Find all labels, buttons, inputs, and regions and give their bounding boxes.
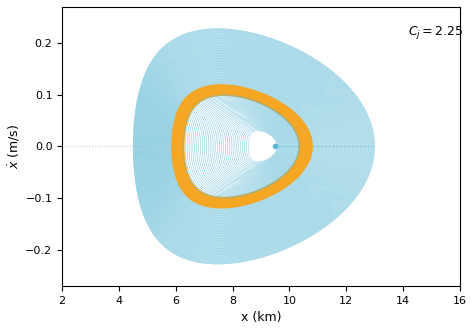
X-axis label: x (km): x (km)	[241, 311, 281, 324]
Text: $C_j=2.25$: $C_j=2.25$	[408, 24, 463, 41]
Y-axis label: $\dot{x}$ (m/s): $\dot{x}$ (m/s)	[7, 124, 22, 169]
